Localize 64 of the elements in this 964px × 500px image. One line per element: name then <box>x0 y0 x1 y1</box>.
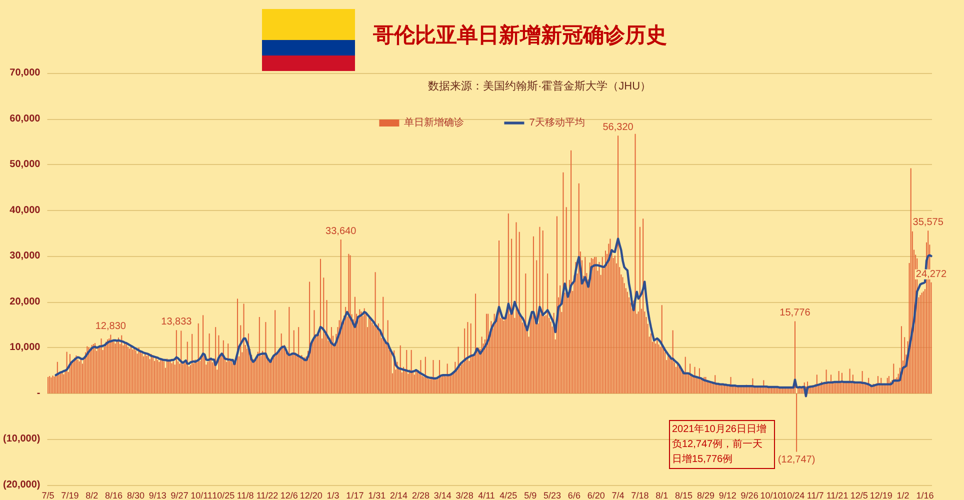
x-tick-label: 7/19 <box>61 490 79 500</box>
x-tick-label: 1/16 <box>916 490 934 500</box>
data-label: 56,320 <box>602 122 634 134</box>
y-tick-label: 20,000 <box>10 296 41 308</box>
x-tick-label: 2/28 <box>412 490 430 500</box>
data-label: 13,833 <box>161 316 192 328</box>
text: 数据来源：美国约翰斯·霍普金斯大学（JHU） <box>428 80 652 92</box>
x-tick-label: 5/23 <box>543 490 562 500</box>
x-tick-label: 2/14 <box>390 490 408 500</box>
data-label: 35,575 <box>912 217 944 228</box>
data-label: 12,830 <box>95 321 126 332</box>
y-tick-label: - <box>36 388 40 399</box>
y-tick-label: 50,000 <box>10 159 41 170</box>
x-tick-label: 8/30 <box>126 490 144 500</box>
x-tick-label: 12/5 <box>850 490 868 500</box>
x-tick-label: 4/11 <box>478 490 495 500</box>
x-tick-label: 9/12 <box>718 490 736 500</box>
x-tick-label: 5/9 <box>524 490 537 500</box>
x-tick-label: 6/6 <box>568 490 580 500</box>
x-tick-label: 3/14 <box>434 490 452 500</box>
x-tick-label: 3/28 <box>456 490 474 500</box>
x-tick-label: 1/17 <box>346 490 364 500</box>
x-tick-label: 8/29 <box>696 490 714 500</box>
x-tick-label: 11/22 <box>256 490 278 500</box>
x-tick-label: 10/11 <box>190 490 212 500</box>
x-tick-label: 1/2 <box>896 490 910 500</box>
x-tick-label: 9/27 <box>170 490 188 500</box>
x-tick-label: 8/1 <box>656 490 668 500</box>
x-tick-label: 11/21 <box>826 490 848 500</box>
data-label: 33,640 <box>326 226 357 237</box>
x-tick-label: 10/10 <box>760 490 783 500</box>
x-tick-label: 11/8 <box>236 490 254 500</box>
x-tick-label: 8/16 <box>105 490 123 500</box>
y-tick-label: (20,000) <box>2 480 40 490</box>
annotation: 2021年10月26日日增负12,747例，前一天日增15,776例 <box>669 420 775 469</box>
y-tick-label: 60,000 <box>10 113 41 124</box>
x-tick-label: 7/5 <box>42 490 54 500</box>
x-tick-label: 10/25 <box>212 490 235 500</box>
y-tick-label: 10,000 <box>10 342 41 354</box>
data-label: 24,272 <box>916 268 947 280</box>
data-label: 15,776 <box>780 308 811 319</box>
x-tick-label: 12/20 <box>300 490 322 500</box>
x-tick-label: 7/4 <box>612 490 624 500</box>
x-tick-label: 10/24 <box>782 490 805 500</box>
x-tick-label: 12/6 <box>280 490 298 500</box>
legend-label: 单日新增确诊 <box>404 116 464 128</box>
x-tick-label: 1/31 <box>368 490 386 500</box>
y-tick-label: (10,000) <box>2 434 40 445</box>
y-tick-label: 40,000 <box>10 204 41 216</box>
legend-label: 7天移动平均 <box>529 116 585 128</box>
x-tick-label: 7/18 <box>631 490 649 500</box>
x-tick-label: 9/13 <box>148 490 166 500</box>
x-tick-label: 11/7 <box>806 490 824 500</box>
x-tick-label: 6/20 <box>587 490 605 500</box>
x-tick-label: 4/25 <box>500 490 518 500</box>
chart-title: 哥伦比亚单日新增新冠确诊历史 <box>372 23 667 47</box>
data-label: (12,747) <box>778 454 816 466</box>
x-tick-label: 12/19 <box>870 490 892 500</box>
y-tick-label: 70,000 <box>10 68 41 78</box>
x-tick-label: 1/3 <box>326 490 340 500</box>
x-tick-label: 9/26 <box>740 490 758 500</box>
x-tick-label: 8/2 <box>86 490 98 500</box>
y-tick-label: 30,000 <box>10 250 41 262</box>
x-tick-label: 8/15 <box>675 490 693 500</box>
